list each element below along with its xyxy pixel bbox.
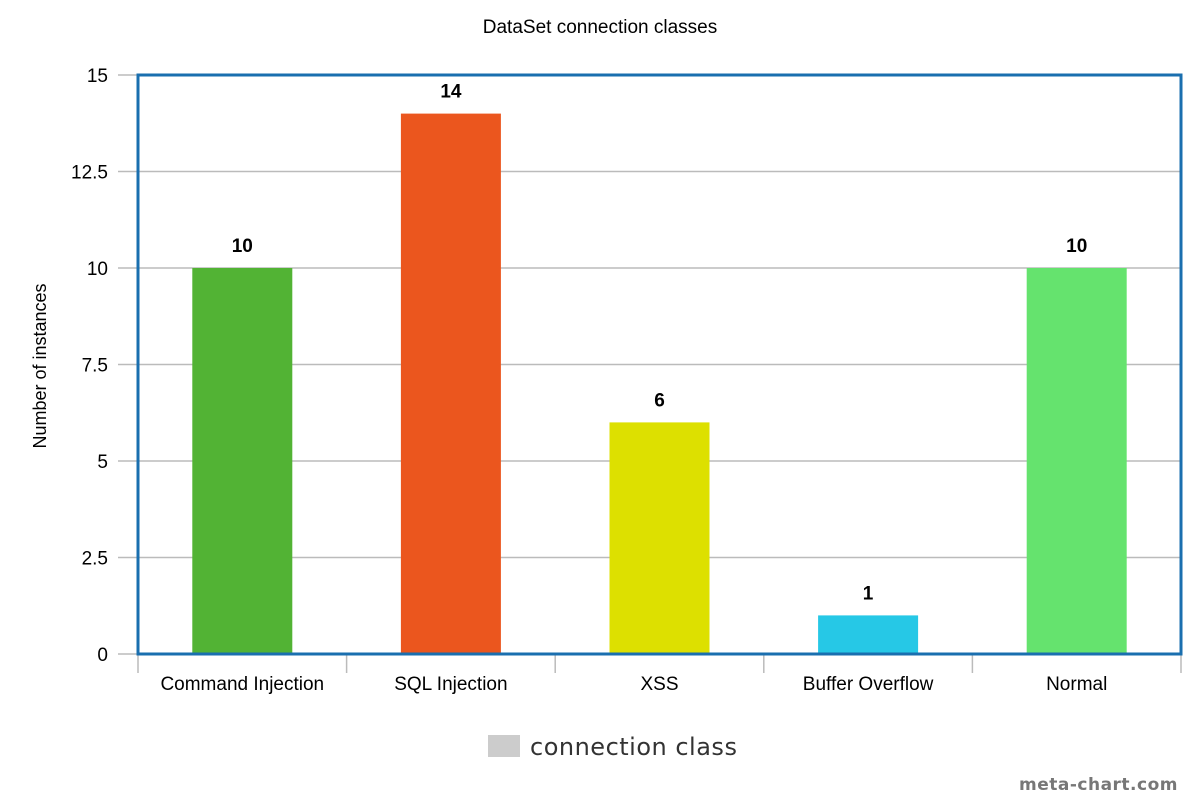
bar-xss[interactable] <box>609 422 710 654</box>
legend[interactable]: connection class <box>488 733 737 761</box>
x-axis-ticks: Command Injection SQL Injection XSS Buffer … <box>137 654 1182 695</box>
bar-sql-injection[interactable] <box>400 113 501 655</box>
plot-frame <box>136 73 1183 656</box>
legend-swatch[interactable] <box>488 735 520 757</box>
x-tick-label: Buffer Overflow <box>803 674 934 695</box>
data-label: 6 <box>654 390 665 411</box>
chart-title: DataSet connection classes <box>483 17 717 38</box>
bar-command-injection[interactable] <box>192 268 293 654</box>
y-axis-label: Number of instances <box>30 283 50 448</box>
credit-text: meta-chart.com <box>1019 775 1178 795</box>
data-label: 14 <box>440 82 462 103</box>
y-tick-label: 10 <box>87 259 108 280</box>
y-tick-label: 15 <box>87 66 108 87</box>
bar-buffer-overflow[interactable] <box>818 615 919 654</box>
x-tick-label: Command Injection <box>160 674 324 695</box>
y-tick-label: 0 <box>97 645 108 666</box>
data-label: 10 <box>1066 236 1087 257</box>
data-labels: 10 14 6 1 10 <box>232 82 1088 605</box>
bars <box>192 113 1127 655</box>
x-tick-label: SQL Injection <box>394 674 507 695</box>
y-tick-label: 2.5 <box>82 549 108 570</box>
gridlines <box>138 170 1181 559</box>
x-tick-label: Normal <box>1046 674 1107 695</box>
y-tick-label: 7.5 <box>82 356 108 377</box>
data-label: 1 <box>863 583 874 604</box>
legend-label[interactable]: connection class <box>530 733 737 761</box>
y-tick-label: 12.5 <box>71 163 108 184</box>
x-tick-label: XSS <box>640 674 678 695</box>
bar-normal[interactable] <box>1026 268 1127 654</box>
y-axis-ticks: 0 2.5 5 7.5 10 12.5 15 <box>71 66 138 666</box>
data-label: 10 <box>232 236 253 257</box>
y-tick-label: 5 <box>97 452 108 473</box>
